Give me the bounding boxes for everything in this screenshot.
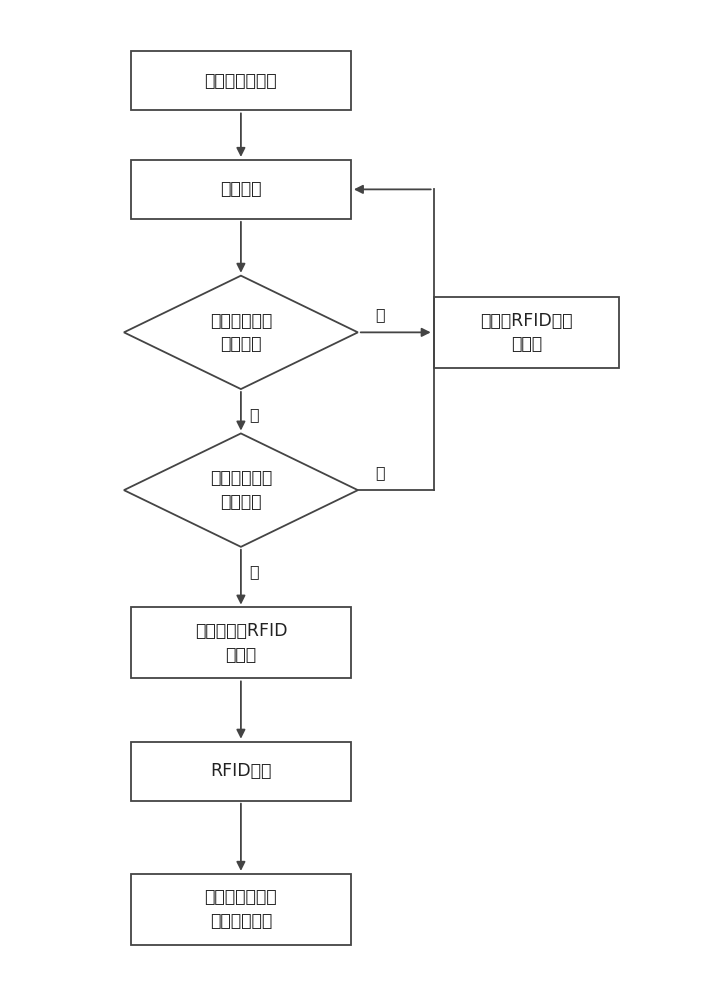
Text: 工件位置信息及
所处加工工序: 工件位置信息及 所处加工工序 [204,888,277,930]
Text: 启动超高频RFID
读写器: 启动超高频RFID 读写器 [194,622,287,664]
Bar [131,160,351,219]
Text: 否: 否 [375,308,385,323]
Text: 工件是否进入
扫描区域: 工件是否进入 扫描区域 [210,469,272,511]
Text: 是: 是 [249,564,259,579]
Polygon shape [124,276,358,389]
Text: 超高频RFID读写
器休眠: 超高频RFID读写 器休眠 [480,312,573,353]
Polygon shape [124,433,358,547]
Text: 运动检测: 运动检测 [220,180,262,198]
Text: 否: 否 [375,465,385,480]
Bar [131,742,351,801]
Bar [434,297,619,368]
Bar [131,51,351,110]
Bar [131,607,351,678]
Text: 实时摄像头监控: 实时摄像头监控 [204,72,277,90]
Text: 工件是否进入
监测区域: 工件是否进入 监测区域 [210,312,272,353]
Text: 是: 是 [249,407,259,422]
Text: RFID标签: RFID标签 [210,762,272,780]
Bar [131,874,351,945]
